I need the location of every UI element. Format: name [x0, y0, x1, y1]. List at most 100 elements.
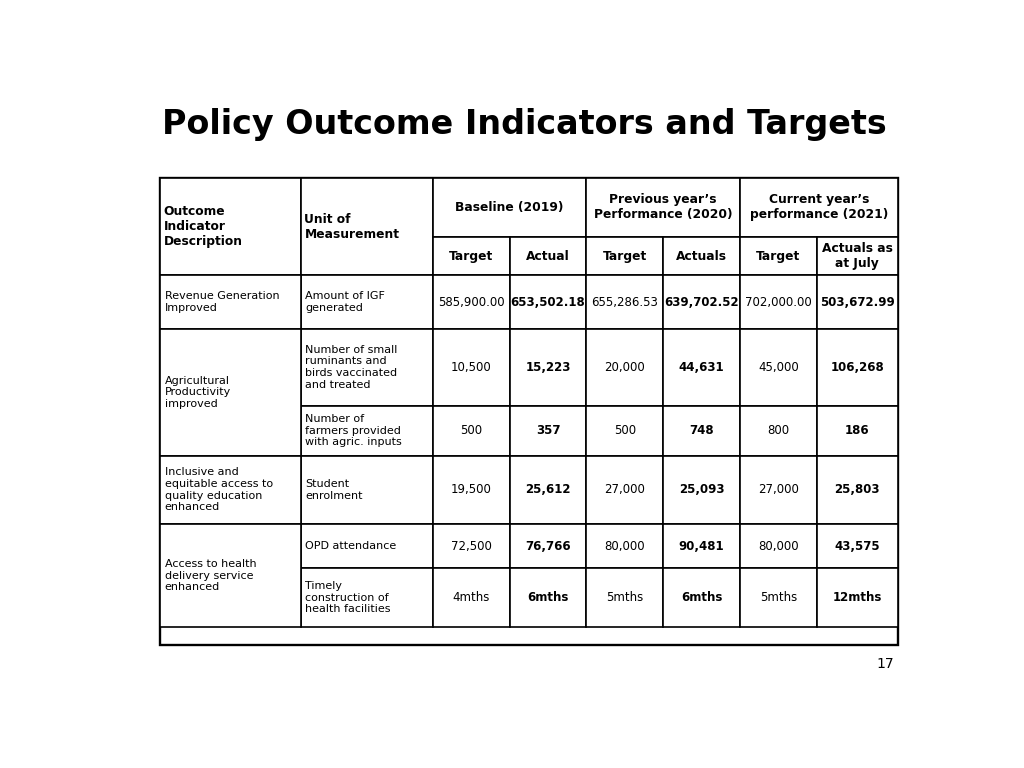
Text: 585,900.00: 585,900.00 [438, 296, 505, 309]
Bar [817, 524, 898, 568]
Bar [664, 524, 740, 568]
Bar [160, 456, 300, 524]
Text: 500: 500 [460, 424, 482, 437]
Text: 76,766: 76,766 [525, 540, 570, 552]
Text: 655,286.53: 655,286.53 [591, 296, 658, 309]
Bar [740, 178, 898, 237]
Text: Policy Outcome Indicators and Targets: Policy Outcome Indicators and Targets [163, 108, 887, 141]
Bar [740, 237, 817, 276]
Bar [587, 237, 664, 276]
Bar [587, 524, 664, 568]
Bar [510, 276, 587, 329]
Bar [587, 329, 664, 406]
Bar [587, 178, 740, 237]
Text: 80,000: 80,000 [604, 540, 645, 552]
Bar [300, 276, 433, 329]
Text: Number of
farmers provided
with agric. inputs: Number of farmers provided with agric. i… [305, 414, 402, 447]
Text: Student
enrolment: Student enrolment [305, 479, 362, 501]
Bar [740, 568, 817, 627]
Text: 357: 357 [536, 424, 560, 437]
Bar [160, 178, 898, 645]
Text: Current year’s
performance (2021): Current year’s performance (2021) [750, 194, 888, 221]
Bar [664, 456, 740, 524]
Bar [510, 406, 587, 456]
Bar [510, 524, 587, 568]
Bar [740, 329, 817, 406]
Bar [740, 456, 817, 524]
Bar [433, 406, 510, 456]
Bar [300, 456, 433, 524]
Bar [817, 237, 898, 276]
Bar [817, 568, 898, 627]
Bar [740, 406, 817, 456]
Text: Timely
construction of
health facilities: Timely construction of health facilities [305, 581, 391, 614]
Text: Number of small
ruminants and
birds vaccinated
and treated: Number of small ruminants and birds vacc… [305, 345, 397, 389]
Bar [817, 456, 898, 524]
Text: Baseline (2019): Baseline (2019) [456, 201, 564, 214]
Text: Access to health
delivery service
enhanced: Access to health delivery service enhanc… [165, 559, 256, 592]
Text: 503,672.99: 503,672.99 [820, 296, 895, 309]
Bar [510, 237, 587, 276]
Bar [817, 276, 898, 329]
Text: 20,000: 20,000 [604, 361, 645, 374]
Text: Actual: Actual [526, 250, 569, 263]
Text: 43,575: 43,575 [835, 540, 880, 552]
Text: Target: Target [603, 250, 647, 263]
Bar [433, 178, 587, 237]
Bar [160, 524, 300, 627]
Text: 17: 17 [877, 657, 894, 670]
Text: Amount of IGF
generated: Amount of IGF generated [305, 291, 385, 313]
Bar [664, 237, 740, 276]
Bar [664, 406, 740, 456]
Bar [817, 329, 898, 406]
Bar [587, 276, 664, 329]
Text: 702,000.00: 702,000.00 [745, 296, 812, 309]
Text: 25,803: 25,803 [835, 483, 880, 496]
Text: Target: Target [756, 250, 801, 263]
Bar [300, 329, 433, 406]
Bar [300, 568, 433, 627]
Bar [433, 524, 510, 568]
Text: 500: 500 [613, 424, 636, 437]
Bar [740, 524, 817, 568]
Text: 6mths: 6mths [681, 591, 722, 604]
Text: Actuals: Actuals [676, 250, 727, 263]
Text: 45,000: 45,000 [758, 361, 799, 374]
Text: 748: 748 [689, 424, 714, 437]
Text: 80,000: 80,000 [758, 540, 799, 552]
Text: Unit of
Measurement: Unit of Measurement [304, 213, 399, 240]
Bar [587, 568, 664, 627]
Bar [160, 178, 300, 276]
Text: 27,000: 27,000 [604, 483, 645, 496]
Text: Outcome
Indicator
Description: Outcome Indicator Description [164, 205, 243, 248]
Text: 4mths: 4mths [453, 591, 489, 604]
Bar [300, 178, 433, 276]
Text: 25,093: 25,093 [679, 483, 724, 496]
Text: 90,481: 90,481 [679, 540, 724, 552]
Text: 800: 800 [767, 424, 790, 437]
Bar [433, 237, 510, 276]
Text: 72,500: 72,500 [451, 540, 492, 552]
Bar [300, 524, 433, 568]
Text: 653,502.18: 653,502.18 [511, 296, 586, 309]
Text: Target: Target [450, 250, 494, 263]
Bar [160, 276, 300, 329]
Bar [510, 568, 587, 627]
Text: 10,500: 10,500 [451, 361, 492, 374]
Text: 12mths: 12mths [833, 591, 882, 604]
Text: 27,000: 27,000 [758, 483, 799, 496]
Bar [587, 406, 664, 456]
Bar [160, 329, 300, 456]
Text: 5mths: 5mths [760, 591, 797, 604]
Text: 6mths: 6mths [527, 591, 568, 604]
Text: Inclusive and
equitable access to
quality education
enhanced: Inclusive and equitable access to qualit… [165, 468, 272, 512]
Text: Revenue Generation
Improved: Revenue Generation Improved [165, 291, 280, 313]
Bar [740, 276, 817, 329]
Bar [433, 329, 510, 406]
Text: 25,612: 25,612 [525, 483, 570, 496]
Text: 186: 186 [845, 424, 869, 437]
Bar [433, 456, 510, 524]
Bar [510, 329, 587, 406]
Bar [664, 568, 740, 627]
Bar [664, 276, 740, 329]
